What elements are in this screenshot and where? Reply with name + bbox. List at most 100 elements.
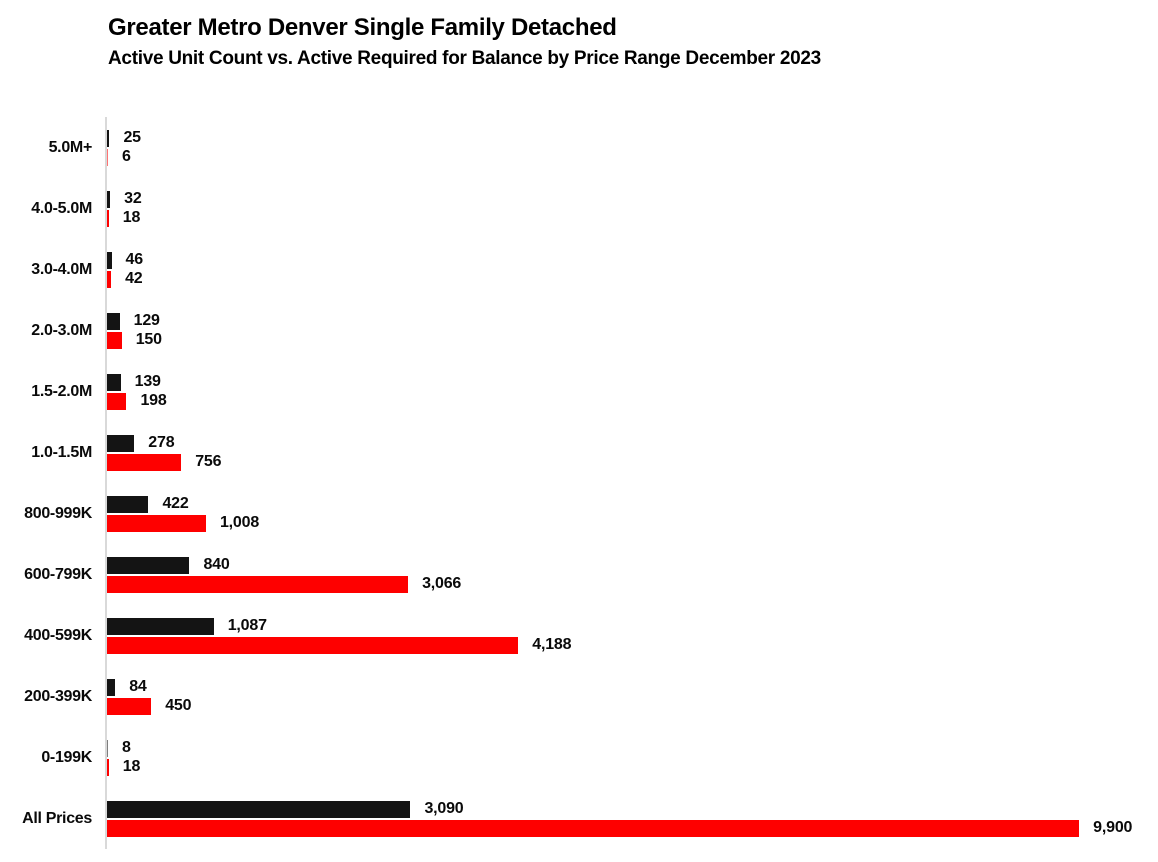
bar-active-unit-count <box>107 129 110 147</box>
category-row: 400-599K 1,087 4,188 <box>0 605 1158 666</box>
category-row: All Prices 3,090 9,900 <box>0 788 1158 849</box>
bar-active-unit-count <box>107 190 111 208</box>
category-row: 4.0-5.0M 32 18 <box>0 178 1158 239</box>
bar-pair: 46 42 <box>107 251 1158 288</box>
bar-active-required-for-balance <box>107 575 409 593</box>
value-label: 32 <box>124 190 142 207</box>
bar-pair: 25 6 <box>107 129 1158 166</box>
category-row: 1.0-1.5M 278 756 <box>0 422 1158 483</box>
category-label: 4.0-5.0M <box>31 199 92 217</box>
value-label: 42 <box>125 270 143 287</box>
bar-line-active-unit-count: 3,090 <box>107 800 1158 818</box>
value-label: 18 <box>122 758 141 775</box>
bar-pair: 278 756 <box>107 434 1158 471</box>
category-row: 800-999K 422 1,008 <box>0 483 1158 544</box>
bar-active-unit-count <box>107 739 108 757</box>
bar-active-required-for-balance <box>107 392 127 410</box>
bar-active-unit-count <box>107 678 116 696</box>
bar-active-required-for-balance <box>107 331 122 349</box>
bar-active-unit-count <box>107 800 411 818</box>
bar-pair: 32 18 <box>107 190 1158 227</box>
bar-pair: 84 450 <box>107 678 1158 715</box>
bar-pair: 8 18 <box>107 739 1158 776</box>
y-axis-line <box>105 117 107 849</box>
chart-subtitle: Active Unit Count vs. Active Required fo… <box>108 48 821 69</box>
value-label: 3,066 <box>422 575 462 592</box>
bar-line-active-required-for-balance: 198 <box>107 392 1158 410</box>
bar-active-unit-count <box>107 434 135 452</box>
value-label: 84 <box>129 678 147 695</box>
bar-active-required-for-balance <box>107 514 206 532</box>
bar-line-active-unit-count: 129 <box>107 312 1158 330</box>
bar-active-required-for-balance <box>107 453 182 471</box>
bar-line-active-unit-count: 32 <box>107 190 1158 208</box>
bar-line-active-required-for-balance: 6 <box>107 148 1158 166</box>
bar-pair: 840 3,066 <box>107 556 1158 593</box>
bar-line-active-unit-count: 1,087 <box>107 617 1158 635</box>
category-label: 400-599K <box>24 626 92 644</box>
category-label: 600-799K <box>24 565 92 583</box>
category-label: 1.0-1.5M <box>31 443 92 461</box>
category-label: 2.0-3.0M <box>31 321 92 339</box>
bar-line-active-unit-count: 84 <box>107 678 1158 696</box>
bar-active-required-for-balance <box>107 209 109 227</box>
bar-pair: 129 150 <box>107 312 1158 349</box>
value-label: 4,188 <box>532 636 572 653</box>
bar-line-active-required-for-balance: 4,188 <box>107 636 1158 654</box>
bar-line-active-required-for-balance: 9,900 <box>107 819 1158 837</box>
value-label: 25 <box>123 129 141 146</box>
bar-line-active-unit-count: 46 <box>107 251 1158 269</box>
bar-line-active-required-for-balance: 450 <box>107 697 1158 715</box>
value-label: 1,087 <box>227 617 267 634</box>
bar-pair: 422 1,008 <box>107 495 1158 532</box>
category-row: 600-799K 840 3,066 <box>0 544 1158 605</box>
value-label: 1,008 <box>219 514 260 531</box>
value-label: 3,090 <box>424 800 464 817</box>
bar-active-unit-count <box>107 373 121 391</box>
bar-line-active-required-for-balance: 150 <box>107 331 1158 349</box>
category-row: 1.5-2.0M 139 198 <box>0 361 1158 422</box>
value-label: 8 <box>122 739 131 756</box>
category-label: 800-999K <box>24 504 92 522</box>
category-row: 5.0M+ 25 6 <box>0 117 1158 178</box>
category-label: All Prices <box>22 809 92 827</box>
value-label: 278 <box>148 434 175 451</box>
bar-line-active-unit-count: 139 <box>107 373 1158 391</box>
category-label: 5.0M+ <box>48 138 93 156</box>
bar-active-unit-count <box>107 312 120 330</box>
value-label: 756 <box>195 453 222 470</box>
bar-pair: 3,090 9,900 <box>107 800 1158 837</box>
category-label: 200-399K <box>24 687 92 705</box>
category-row: 200-399K 84 450 <box>0 666 1158 727</box>
bar-active-unit-count <box>107 556 190 574</box>
bar-line-active-unit-count: 8 <box>107 739 1158 757</box>
bar-line-active-required-for-balance: 3,066 <box>107 575 1158 593</box>
bar-active-required-for-balance <box>107 758 109 776</box>
value-label: 6 <box>122 148 131 165</box>
value-label: 46 <box>125 251 144 268</box>
value-label: 450 <box>165 697 192 714</box>
bar-active-unit-count <box>107 617 214 635</box>
bar-line-active-unit-count: 278 <box>107 434 1158 452</box>
bar-active-required-for-balance <box>107 270 112 288</box>
value-label: 840 <box>203 556 230 573</box>
bar-line-active-unit-count: 422 <box>107 495 1158 513</box>
value-label: 422 <box>162 495 189 512</box>
bar-line-active-required-for-balance: 42 <box>107 270 1158 288</box>
category-row: 3.0-4.0M 46 42 <box>0 239 1158 300</box>
bar-line-active-required-for-balance: 18 <box>107 758 1158 776</box>
chart-rows: 5.0M+ 25 6 4.0-5.0M 32 18 3.0-4.0M 46 42 2.0-3.0M… <box>0 117 1158 849</box>
category-row: 2.0-3.0M 129 150 <box>0 300 1158 361</box>
bar-pair: 1,087 4,188 <box>107 617 1158 654</box>
bar-line-active-unit-count: 840 <box>107 556 1158 574</box>
value-label: 150 <box>135 331 162 348</box>
bar-line-active-required-for-balance: 1,008 <box>107 514 1158 532</box>
category-row: 0-199K 8 18 <box>0 727 1158 788</box>
value-label: 9,900 <box>1093 819 1133 836</box>
bar-line-active-required-for-balance: 756 <box>107 453 1158 471</box>
value-label: 139 <box>134 373 161 390</box>
bar-active-required-for-balance <box>107 148 108 166</box>
bar-active-required-for-balance <box>107 636 519 654</box>
value-label: 129 <box>133 312 160 329</box>
